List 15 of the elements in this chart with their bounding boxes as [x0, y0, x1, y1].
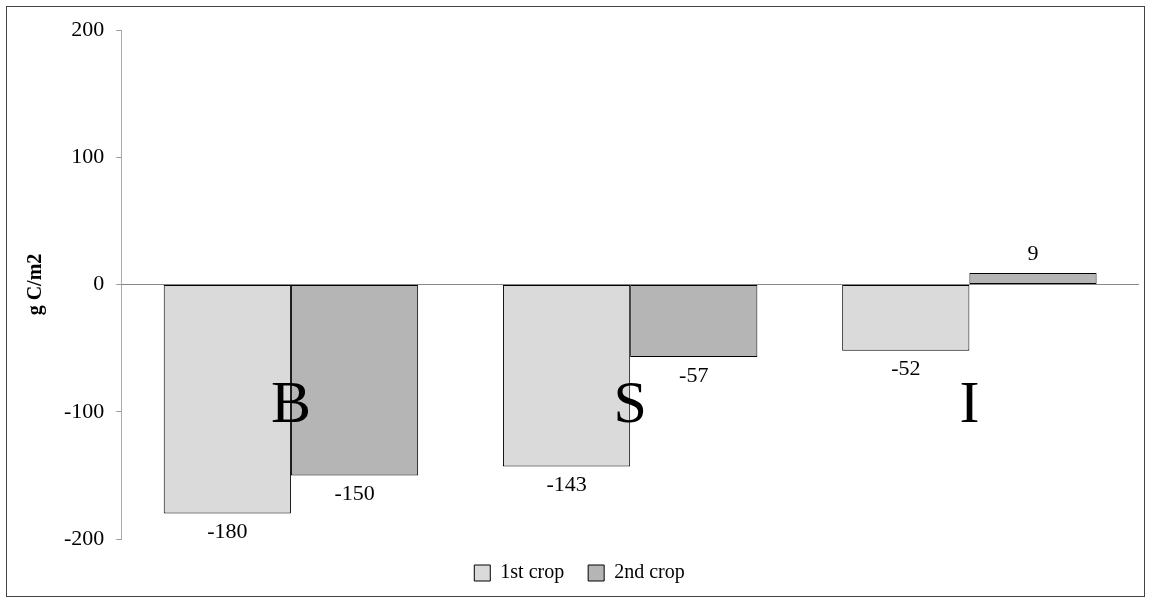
data-label: -57 [679, 361, 709, 387]
y-axis-title: g C/m2 [23, 253, 47, 316]
data-label: 9 [1027, 239, 1039, 265]
y-tick-label: 100 [71, 143, 105, 169]
y-tick-label: -200 [64, 524, 105, 550]
data-label: -143 [546, 471, 587, 497]
legend-label: 2nd crop [614, 560, 685, 584]
y-tick-label: 0 [93, 270, 105, 296]
legend-label: 1st crop [500, 560, 565, 584]
data-label: -150 [334, 480, 375, 506]
data-label: -180 [207, 518, 248, 544]
data-label: -52 [891, 355, 921, 381]
y-tick-label: -100 [64, 397, 105, 423]
x-tick-label: I [959, 369, 980, 436]
y-tick-label: 200 [71, 15, 105, 41]
